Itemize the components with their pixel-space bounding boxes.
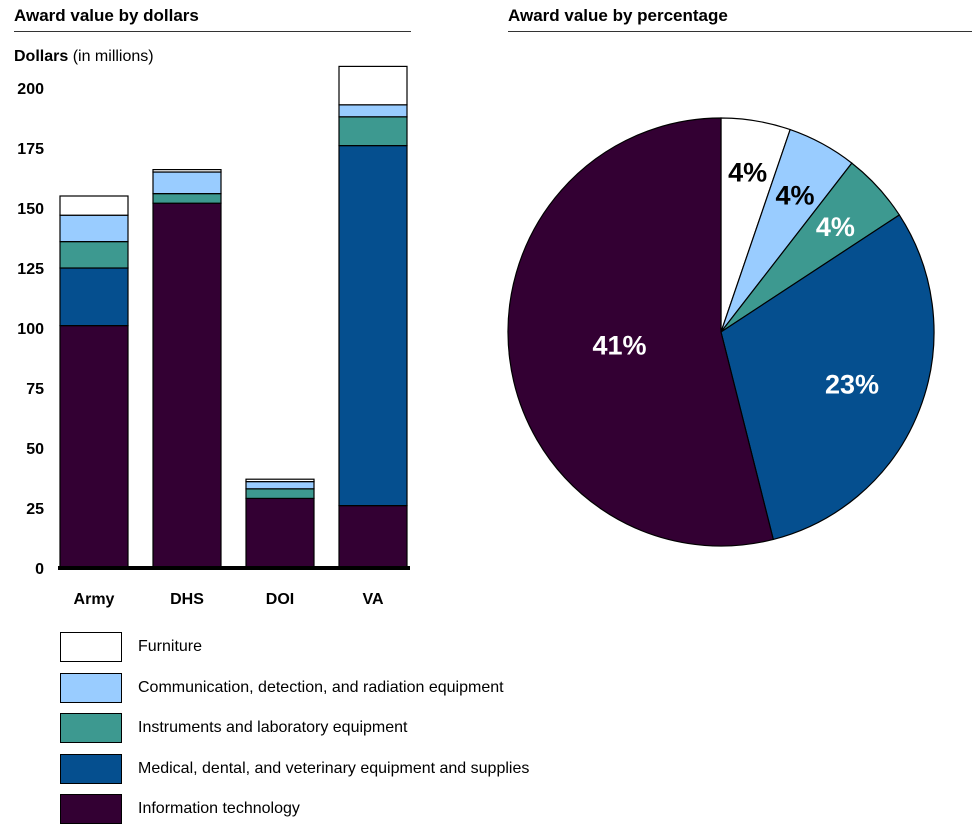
pie-slice-medical [720,214,935,541]
pie-title-rule [508,31,972,32]
y-axis-label-main: Dollars [14,48,69,65]
bar-segment-medical [59,267,129,327]
legend-swatch [60,632,122,662]
bar-segment-it [152,202,222,569]
bar-segment-communication [245,481,315,490]
y-tick-label: 50 [26,441,44,458]
legend-item-medical: Medical, dental, and veterinary equipmen… [60,753,760,788]
pie-slice-it [507,117,775,547]
legend-swatch [60,794,122,824]
y-tick-label: 25 [26,501,44,518]
bar-segment-it [59,325,129,569]
bar-chart-title: Award value by dollars [14,6,199,25]
y-axis-label-unit: (in millions) [72,48,154,65]
x-tick-label: DOI [266,591,294,608]
y-tick-label: 100 [17,321,44,338]
y-tick-label: 200 [17,81,44,98]
x-tick-label: Army [74,591,115,608]
legend-label: Medical, dental, and veterinary equipmen… [138,759,530,777]
legend-item-furniture: Furniture [60,632,760,666]
bar-segment-communication [59,214,129,243]
bar-segment-communication [338,104,408,118]
y-tick-label: 75 [26,381,44,398]
bar-segment-it [245,497,315,569]
bar-segment-instruments [59,241,129,269]
legend-swatch [60,713,122,743]
bar-segment-instruments [245,488,315,499]
bar-segment-instruments [152,193,222,204]
pie-label-furniture: 4% [728,158,767,188]
pie-label-communication: 4% [775,181,814,211]
y-tick-label: 0 [35,561,44,578]
bar-segment-communication [152,171,222,195]
x-tick-label: VA [362,591,383,608]
y-tick-label: 125 [17,261,44,278]
pie-label-medical: 23% [825,369,879,399]
bar-segment-furniture [245,478,315,483]
bar-segment-it [338,505,408,569]
x-tick-label: DHS [170,591,204,608]
bar-segment-furniture [59,195,129,216]
pie-chart-title: Award value by percentage [508,6,728,25]
pie-label-it: 41% [593,331,647,361]
legend-label: Information technology [138,800,300,817]
bar-title-rule [14,31,411,32]
bar-segment-instruments [338,116,408,147]
bar-segment-furniture [338,65,408,106]
legend-swatch [60,753,122,784]
pie-label-instruments: 4% [816,212,855,242]
y-tick-label: 150 [17,201,44,218]
bar-segment-furniture [152,169,222,173]
bar-segment-medical [338,145,408,507]
y-axis-label: Dollars (in millions) [14,48,154,66]
legend-swatch [60,672,122,703]
y-tick-label: 175 [17,141,44,158]
legend-label: Instruments and laboratory equipment [138,719,408,736]
x-axis-baseline [58,566,410,570]
legend-item-it: Information technology [60,794,760,828]
legend-label: Communication, detection, and radiation … [138,678,504,696]
legend-item-communication: Communication, detection, and radiation … [60,672,760,707]
legend-item-instruments: Instruments and laboratory equipment [60,713,760,747]
legend-label: Furniture [138,638,203,655]
